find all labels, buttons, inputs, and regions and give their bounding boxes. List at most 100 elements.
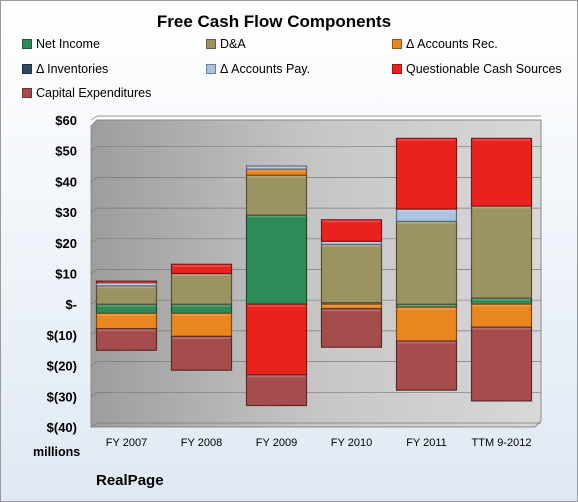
bar-segment — [320, 243, 383, 304]
bar-segment — [170, 272, 233, 305]
legend-label: Net Income — [36, 37, 100, 51]
legend-swatch — [206, 39, 216, 49]
bar-highlight — [247, 166, 306, 169]
bar-highlight — [322, 309, 381, 312]
y-tick-label: $20 — [55, 236, 77, 251]
bar-highlight — [247, 215, 306, 218]
bar-highlight — [247, 175, 306, 178]
chart-title: Free Cash Flow Components — [156, 12, 392, 31]
gridline-depth — [90, 422, 98, 428]
legend-swatch — [206, 64, 216, 74]
legend-swatch — [392, 64, 402, 74]
bar-highlight — [247, 304, 306, 307]
bar-highlight — [322, 244, 381, 247]
bar-segment — [320, 219, 383, 242]
bar-segment — [95, 280, 158, 284]
legend-label: Δ Accounts Rec. — [406, 37, 498, 51]
legend-item: Questionable Cash Sources — [392, 62, 562, 76]
bar-highlight — [172, 264, 231, 267]
bar-segment — [170, 335, 233, 371]
bar-segment — [245, 214, 308, 305]
legend-item: Δ Accounts Rec. — [392, 37, 498, 51]
legend-label: Δ Inventories — [36, 62, 109, 76]
bar-highlight — [322, 220, 381, 223]
bar-segment — [245, 165, 308, 170]
legend-item: D&A — [206, 37, 246, 51]
bar-highlight — [322, 304, 381, 307]
bar-highlight — [397, 307, 456, 310]
bar-segment — [470, 303, 533, 328]
bar-segment — [95, 328, 158, 351]
bar-highlight — [472, 138, 531, 141]
bar-highlight — [397, 221, 456, 224]
bar-segment — [470, 205, 533, 299]
gridline-depth — [90, 269, 98, 274]
bar-highlight — [397, 341, 456, 344]
x-tick-label: FY 2011 — [406, 437, 447, 449]
bar-highlight — [247, 169, 306, 172]
bar-highlight — [97, 286, 156, 289]
y-tick-label: $(40) — [47, 420, 77, 435]
gridline-depth — [90, 207, 98, 213]
y-tick-label: $(10) — [47, 328, 77, 343]
gridline-depth — [90, 146, 98, 151]
units-label: millions — [33, 445, 81, 459]
gridline-depth — [90, 115, 98, 121]
legend-label: Capital Expenditures — [36, 86, 152, 100]
legend-swatch — [22, 88, 32, 98]
bar-highlight — [97, 281, 156, 284]
legend-label: Questionable Cash Sources — [406, 62, 562, 76]
y-tick-label: $50 — [55, 144, 77, 159]
bar-segment — [470, 326, 533, 402]
bar-highlight — [472, 298, 531, 301]
bar-highlight — [172, 274, 231, 276]
legend-item: Capital Expenditures — [22, 86, 151, 100]
bar-highlight — [97, 329, 156, 332]
gridline-depth — [90, 392, 98, 397]
bar-highlight — [172, 313, 231, 316]
y-tick-label: $- — [65, 297, 77, 312]
bar-highlight — [247, 375, 306, 378]
x-tick-label: FY 2007 — [106, 437, 147, 449]
bar-segment — [245, 174, 308, 216]
y-tick-label: $60 — [55, 113, 77, 128]
x-tick-label: FY 2010 — [331, 437, 372, 449]
bar-highlight — [97, 304, 156, 307]
bar-highlight — [322, 241, 381, 244]
y-tick-label: $30 — [55, 205, 77, 220]
legend-item: Δ Accounts Pay. — [206, 62, 310, 76]
bar-segment — [170, 263, 233, 275]
x-tick-label: FY 2008 — [181, 437, 222, 449]
bar-highlight — [472, 327, 531, 330]
gridline-depth — [90, 361, 98, 366]
bar-highlight — [172, 304, 231, 307]
bar-highlight — [97, 283, 156, 286]
bar-highlight — [397, 138, 456, 141]
legend-label: Δ Accounts Pay. — [220, 62, 311, 76]
bar-segment — [395, 220, 458, 305]
gridline-depth — [90, 177, 98, 182]
x-tick-label: FY 2009 — [256, 437, 297, 449]
bar-segment — [320, 308, 383, 348]
bar-highlight — [472, 304, 531, 307]
y-tick-label: $40 — [55, 174, 77, 189]
legend-swatch — [22, 64, 32, 74]
bar-segment — [245, 374, 308, 407]
bar-highlight — [472, 206, 531, 209]
bar-segment — [395, 137, 458, 210]
legend-swatch — [22, 39, 32, 49]
bar-segment — [395, 340, 458, 391]
legend-swatch — [392, 39, 402, 49]
bar-segment — [245, 303, 308, 376]
y-tick-label: $(20) — [47, 359, 77, 374]
bar-highlight — [97, 313, 156, 316]
gridline-depth — [90, 238, 98, 244]
legend-label: D&A — [220, 37, 246, 51]
bar-highlight — [397, 209, 456, 212]
x-tick-label: TTM 9-2012 — [472, 437, 532, 449]
bar-segment — [95, 285, 158, 305]
bar-highlight — [172, 336, 231, 339]
bar-highlight — [397, 304, 456, 307]
legend-item: Net Income — [22, 37, 100, 51]
